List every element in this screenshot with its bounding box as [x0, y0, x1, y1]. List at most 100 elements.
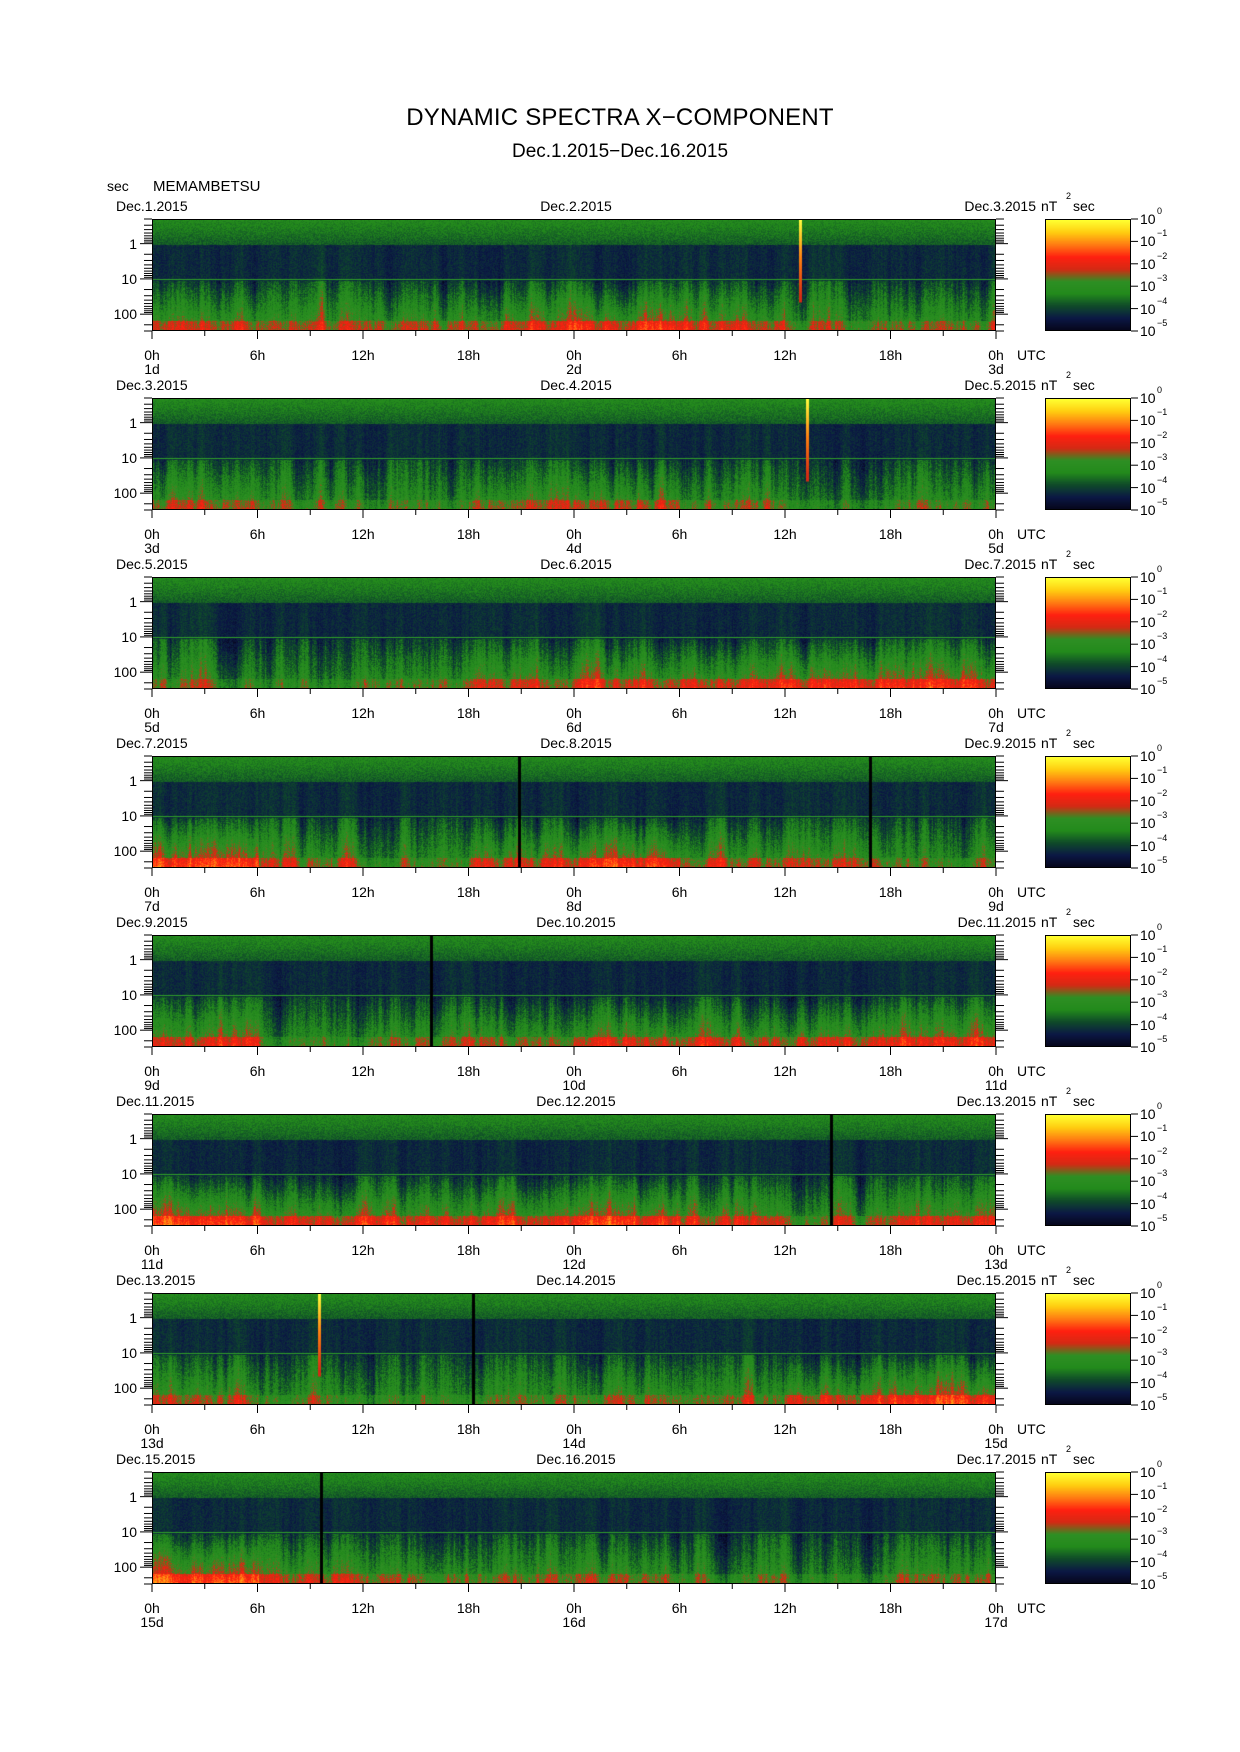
y-tick-label: 10	[121, 270, 137, 287]
day-label: 5d	[144, 719, 160, 735]
spectrogram-image	[153, 399, 995, 509]
y-tick-label: 1	[129, 1130, 137, 1147]
y-tick-label: 10	[121, 449, 137, 466]
x-tick-label: 0h	[566, 705, 582, 721]
day-label: 13d	[984, 1256, 1008, 1272]
x-tick-label: 6h	[671, 705, 688, 721]
y-tick-label: 1	[129, 235, 137, 252]
colorbar-tick-exponent: −5	[1157, 855, 1168, 865]
colorbar-unit-exponent: 2	[1066, 907, 1072, 917]
panel-end-date: Dec.13.2015	[956, 1093, 1036, 1109]
colorbar-tick-label: 10	[1140, 1553, 1156, 1570]
colorbar-unit-exponent: 2	[1066, 191, 1072, 201]
y-tick-label: 100	[113, 485, 137, 502]
colorbar-tick-label: 10	[1140, 412, 1156, 429]
panel-end-date: Dec.9.2015	[964, 735, 1036, 751]
spectrogram-plot	[152, 398, 996, 510]
colorbar-unit-exponent: 2	[1066, 1086, 1072, 1096]
x-axis-unit: UTC	[1017, 1242, 1046, 1258]
colorbar-gradient	[1046, 220, 1130, 330]
y-tick-label: 10	[121, 1523, 137, 1540]
colorbar-tick-label: 10	[1140, 1486, 1156, 1503]
x-tick-label: 0h	[144, 347, 160, 363]
colorbar-unit: nT	[1041, 914, 1058, 930]
colorbar-tick-label: 10	[1140, 569, 1156, 585]
colorbar-tick-label: 10	[1140, 994, 1156, 1011]
x-tick-label: 12h	[351, 884, 375, 900]
x-tick-label: 0h	[566, 884, 582, 900]
x-tick-label: 12h	[773, 347, 797, 363]
colorbar-unit-exponent: 2	[1066, 728, 1072, 738]
panel-mid-date: Dec.10.2015	[536, 914, 616, 930]
colorbar-unit-exponent: 2	[1066, 549, 1072, 559]
colorbar-tick-exponent: −1	[1157, 1481, 1168, 1492]
x-tick-label: 18h	[456, 884, 481, 900]
panel-start-date: Dec.3.2015	[116, 377, 188, 393]
colorbar-tick-label: 10	[1140, 1329, 1156, 1346]
colorbar-tick-exponent: −5	[1157, 497, 1168, 507]
panel-start-date: Dec.15.2015	[116, 1451, 196, 1467]
colorbar-unit-tail: sec	[1073, 377, 1095, 393]
x-tick-label: 12h	[351, 1421, 375, 1437]
x-tick-label: 6h	[249, 1600, 266, 1616]
colorbar-unit-exponent: 2	[1066, 1265, 1072, 1275]
colorbar-tick-label: 10	[1140, 748, 1156, 764]
x-tick-label: 12h	[773, 1421, 797, 1437]
colorbar-gradient	[1046, 936, 1130, 1046]
y-tick-label: 10	[121, 807, 137, 824]
x-tick-label: 18h	[456, 1600, 481, 1616]
colorbar-tick-label: 10	[1140, 278, 1156, 295]
x-tick-label: 0h	[988, 1242, 1004, 1258]
x-tick-label: 6h	[671, 526, 688, 542]
colorbar-unit-exponent: 2	[1066, 1444, 1072, 1454]
colorbar-tick-label: 10	[1140, 681, 1156, 697]
x-tick-label: 18h	[878, 1600, 903, 1616]
station-name: MEMAMBETSU	[153, 178, 261, 195]
panel-mid-date: Dec.2.2015	[540, 198, 612, 214]
panel-start-date: Dec.11.2015	[116, 1093, 195, 1109]
y-tick-label: 1	[129, 414, 137, 431]
colorbar-unit: nT	[1041, 1451, 1058, 1467]
colorbar-unit: nT	[1041, 556, 1058, 572]
y-tick-label: 10	[121, 1344, 137, 1361]
x-tick-label: 6h	[671, 1242, 688, 1258]
spectrogram-image	[153, 936, 995, 1046]
colorbar-tick-exponent: −2	[1157, 966, 1168, 977]
colorbar-tick-exponent: −1	[1157, 1302, 1168, 1313]
panel-mid-date: Dec.6.2015	[540, 556, 612, 572]
colorbar-tick-exponent: −1	[1157, 407, 1168, 418]
panel-end-date: Dec.11.2015	[957, 914, 1036, 930]
x-tick-label: 12h	[773, 705, 797, 721]
day-label: 13d	[140, 1435, 164, 1451]
colorbar-gradient	[1046, 1115, 1130, 1225]
colorbar-unit-tail: sec	[1073, 1093, 1095, 1109]
colorbar-tick-label: 10	[1140, 390, 1156, 406]
spectrogram-image	[153, 220, 995, 330]
colorbar-tick-exponent: −3	[1157, 1168, 1168, 1179]
x-tick-label: 18h	[456, 1242, 481, 1258]
panel-start-date: Dec.9.2015	[116, 914, 188, 930]
day-label: 9d	[988, 898, 1004, 914]
colorbar-tick-label: 10	[1140, 1150, 1156, 1167]
x-tick-label: 18h	[456, 1063, 481, 1079]
colorbar-tick-exponent: −2	[1157, 608, 1168, 619]
colorbar-tick-label: 10	[1140, 1576, 1156, 1592]
x-tick-label: 12h	[351, 1600, 375, 1616]
colorbar-gradient	[1046, 757, 1130, 867]
x-tick-label: 6h	[249, 1242, 266, 1258]
colorbar-tick-label: 10	[1140, 255, 1156, 272]
y-tick-label: 100	[113, 1022, 137, 1039]
x-tick-label: 0h	[988, 884, 1004, 900]
day-label: 11d	[984, 1077, 1008, 1093]
colorbar-tick-exponent: −3	[1157, 1526, 1168, 1537]
spectrogram-plot	[152, 935, 996, 1047]
colorbar	[1045, 577, 1131, 689]
colorbar-tick-exponent: −4	[1157, 1190, 1168, 1201]
spectrogram-plot	[152, 1293, 996, 1405]
colorbar-tick-label: 10	[1140, 792, 1156, 809]
y-tick-label: 100	[113, 1380, 137, 1397]
y-axis-unit-label: sec	[107, 178, 129, 194]
x-tick-label: 18h	[878, 884, 903, 900]
colorbar-tick-exponent: −5	[1157, 1392, 1168, 1402]
x-tick-label: 6h	[671, 884, 688, 900]
